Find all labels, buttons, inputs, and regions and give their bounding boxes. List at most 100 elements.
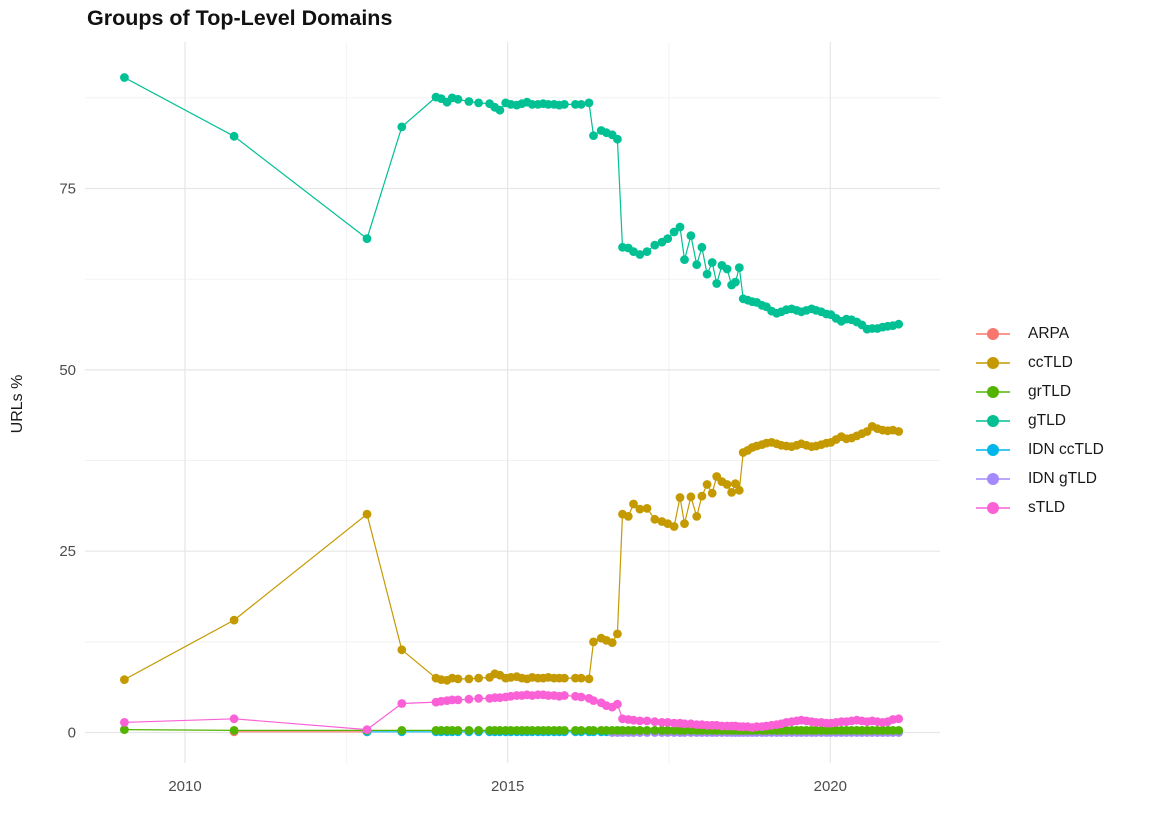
data-point bbox=[576, 100, 586, 109]
data-point bbox=[734, 485, 744, 495]
data-point bbox=[495, 105, 505, 115]
x-tick-label: 2015 bbox=[491, 778, 524, 795]
data-point bbox=[397, 699, 407, 708]
legend-label: ccTLD bbox=[1028, 353, 1073, 371]
data-point bbox=[453, 695, 463, 705]
data-point bbox=[576, 692, 586, 702]
legend-key-marker bbox=[976, 472, 1010, 485]
data-point bbox=[453, 674, 463, 684]
legend-key-marker bbox=[976, 501, 1010, 514]
data-point bbox=[397, 726, 407, 735]
y-tick-label: 50 bbox=[59, 362, 76, 379]
data-point bbox=[474, 673, 483, 683]
data-point bbox=[663, 726, 673, 735]
legend-key-dot bbox=[987, 327, 999, 340]
data-point bbox=[560, 673, 569, 683]
data-point bbox=[680, 255, 689, 264]
data-point bbox=[623, 512, 633, 521]
legend-key-marker bbox=[976, 443, 1010, 456]
legend-key-marker bbox=[976, 414, 1010, 427]
data-point bbox=[397, 645, 407, 655]
data-point bbox=[362, 725, 372, 734]
data-point bbox=[731, 479, 740, 489]
data-point bbox=[734, 263, 744, 272]
data-point bbox=[650, 717, 660, 727]
data-point bbox=[560, 691, 569, 700]
minor-gridlines bbox=[85, 42, 940, 763]
data-point bbox=[669, 227, 679, 237]
data-point bbox=[642, 247, 652, 256]
data-point bbox=[229, 726, 239, 735]
legend-key-dot bbox=[987, 414, 999, 427]
data-point bbox=[229, 714, 239, 724]
data-point bbox=[692, 512, 702, 521]
data-point bbox=[692, 260, 702, 270]
data-point bbox=[464, 726, 474, 735]
data-point bbox=[650, 240, 660, 250]
y-axis-title: URLs % bbox=[9, 375, 26, 434]
legend-key-dot bbox=[987, 356, 999, 369]
data-point bbox=[650, 514, 660, 524]
x-tick-label: 2020 bbox=[814, 778, 847, 795]
data-point bbox=[474, 98, 483, 108]
data-point bbox=[464, 97, 474, 106]
data-point bbox=[453, 726, 463, 735]
series-ccTLD bbox=[120, 422, 904, 685]
data-point bbox=[894, 714, 904, 724]
data-point bbox=[229, 131, 239, 141]
data-point bbox=[722, 264, 732, 274]
data-point bbox=[675, 493, 685, 502]
data-point bbox=[613, 134, 622, 144]
data-point bbox=[635, 250, 645, 259]
data-point bbox=[362, 234, 372, 244]
legend-label: grTLD bbox=[1028, 382, 1072, 400]
data-point bbox=[397, 122, 407, 132]
data-series-layer bbox=[120, 73, 904, 737]
data-point bbox=[613, 629, 622, 639]
data-point bbox=[560, 100, 569, 109]
data-point bbox=[702, 269, 712, 279]
y-axis-tick-labels: 0 25 50 75 bbox=[59, 181, 76, 742]
data-point bbox=[629, 726, 638, 735]
data-point bbox=[464, 694, 474, 704]
series-gTLD bbox=[120, 73, 904, 334]
data-point bbox=[120, 73, 129, 82]
data-point bbox=[584, 674, 594, 684]
legend-item-grTLD: grTLD bbox=[976, 377, 1104, 406]
data-point bbox=[894, 726, 904, 735]
data-point bbox=[584, 98, 594, 108]
data-point bbox=[607, 638, 617, 647]
data-point bbox=[589, 131, 598, 141]
data-point bbox=[576, 726, 586, 735]
data-point bbox=[680, 726, 689, 735]
series-sTLD bbox=[120, 690, 904, 734]
y-tick-label: 0 bbox=[68, 725, 76, 742]
data-point bbox=[712, 279, 722, 288]
data-point bbox=[464, 674, 474, 684]
legend-label: IDN ccTLD bbox=[1028, 440, 1104, 458]
data-point bbox=[629, 715, 638, 725]
data-point bbox=[680, 719, 689, 729]
data-point bbox=[589, 637, 598, 647]
data-point bbox=[675, 222, 685, 232]
legend-item-sTLD: sTLD bbox=[976, 493, 1104, 522]
data-point bbox=[589, 696, 598, 705]
data-point bbox=[722, 480, 732, 489]
data-point bbox=[894, 319, 904, 329]
data-point bbox=[613, 699, 622, 709]
data-point bbox=[707, 258, 717, 267]
data-point bbox=[576, 673, 586, 683]
legend-key-marker bbox=[976, 385, 1010, 398]
data-point bbox=[894, 427, 904, 436]
legend-item-gTLD: gTLD bbox=[976, 406, 1104, 435]
legend-item-ARPA: ARPA bbox=[976, 319, 1104, 348]
data-point bbox=[629, 499, 638, 509]
legend-key-dot bbox=[987, 472, 999, 485]
data-point bbox=[635, 726, 645, 735]
data-point bbox=[635, 504, 645, 514]
data-point bbox=[669, 522, 679, 531]
data-point bbox=[362, 509, 372, 519]
data-point bbox=[663, 718, 673, 727]
legend-label: sTLD bbox=[1028, 498, 1066, 516]
legend-key-dot bbox=[987, 501, 999, 514]
